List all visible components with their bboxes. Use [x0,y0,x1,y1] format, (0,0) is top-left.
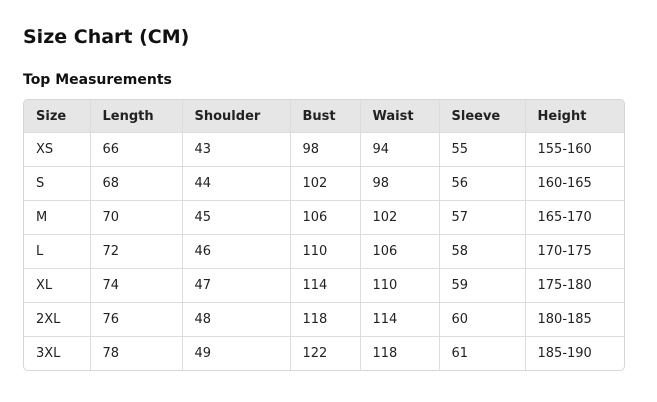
header-waist: Waist [360,100,440,133]
cell-bust: 106 [290,200,361,235]
cell-size: M [24,200,91,235]
table-row: XL 74 47 114 110 59 175-180 [24,268,624,303]
size-table: Size Length Shoulder Bust Waist Sleeve H… [24,100,624,370]
cell-length: 68 [90,166,183,201]
cell-shoulder: 48 [182,302,291,337]
cell-length: 78 [90,336,183,370]
cell-waist: 106 [360,234,440,269]
cell-shoulder: 46 [182,234,291,269]
cell-height: 165-170 [525,200,624,235]
cell-size: L [24,234,91,269]
size-table-container: Size Length Shoulder Bust Waist Sleeve H… [23,99,625,371]
cell-shoulder: 45 [182,200,291,235]
cell-waist: 118 [360,336,440,370]
cell-waist: 102 [360,200,440,235]
cell-sleeve: 58 [439,234,526,269]
header-shoulder: Shoulder [182,100,291,133]
cell-length: 76 [90,302,183,337]
header-size: Size [24,100,91,133]
cell-length: 72 [90,234,183,269]
cell-bust: 98 [290,132,361,167]
cell-sleeve: 57 [439,200,526,235]
cell-shoulder: 44 [182,166,291,201]
cell-height: 170-175 [525,234,624,269]
cell-size: 2XL [24,302,91,337]
cell-waist: 114 [360,302,440,337]
table-row: L 72 46 110 106 58 170-175 [24,234,624,269]
table-row: 2XL 76 48 118 114 60 180-185 [24,302,624,337]
table-header: Size Length Shoulder Bust Waist Sleeve H… [24,100,624,133]
cell-size: XS [24,132,91,167]
cell-shoulder: 47 [182,268,291,303]
cell-bust: 102 [290,166,361,201]
header-bust: Bust [290,100,361,133]
table-body: XS 66 43 98 94 55 155-160 S 68 44 102 98… [24,132,624,370]
cell-sleeve: 60 [439,302,526,337]
cell-sleeve: 59 [439,268,526,303]
cell-height: 180-185 [525,302,624,337]
cell-shoulder: 43 [182,132,291,167]
cell-bust: 122 [290,336,361,370]
cell-waist: 110 [360,268,440,303]
section-title: Top Measurements [23,72,172,88]
page-title: Size Chart (CM) [23,26,190,48]
cell-height: 175-180 [525,268,624,303]
cell-waist: 94 [360,132,440,167]
table-row: S 68 44 102 98 56 160-165 [24,166,624,201]
header-height: Height [525,100,624,133]
header-length: Length [90,100,183,133]
cell-size: S [24,166,91,201]
cell-length: 74 [90,268,183,303]
cell-sleeve: 56 [439,166,526,201]
table-row: XS 66 43 98 94 55 155-160 [24,132,624,167]
cell-height: 185-190 [537,346,592,361]
table-row: 3XL 78 49 122 118 61 185-190 [24,336,624,370]
cell-bust: 118 [290,302,361,337]
cell-bust: 110 [290,234,361,269]
cell-waist: 98 [360,166,440,201]
cell-sleeve: 55 [439,132,526,167]
cell-bust: 114 [290,268,361,303]
cell-length: 66 [90,132,183,167]
cell-shoulder: 49 [182,336,291,370]
cell-sleeve: 61 [439,336,526,370]
cell-size: XL [24,268,91,303]
header-sleeve: Sleeve [439,100,526,133]
cell-height: 155-160 [525,132,624,167]
table-row: M 70 45 106 102 57 165-170 [24,200,624,235]
cell-size: 3XL [24,336,91,370]
cell-height: 160-165 [525,166,624,201]
cell-length: 70 [90,200,183,235]
header-row: Size Length Shoulder Bust Waist Sleeve H… [24,100,624,133]
